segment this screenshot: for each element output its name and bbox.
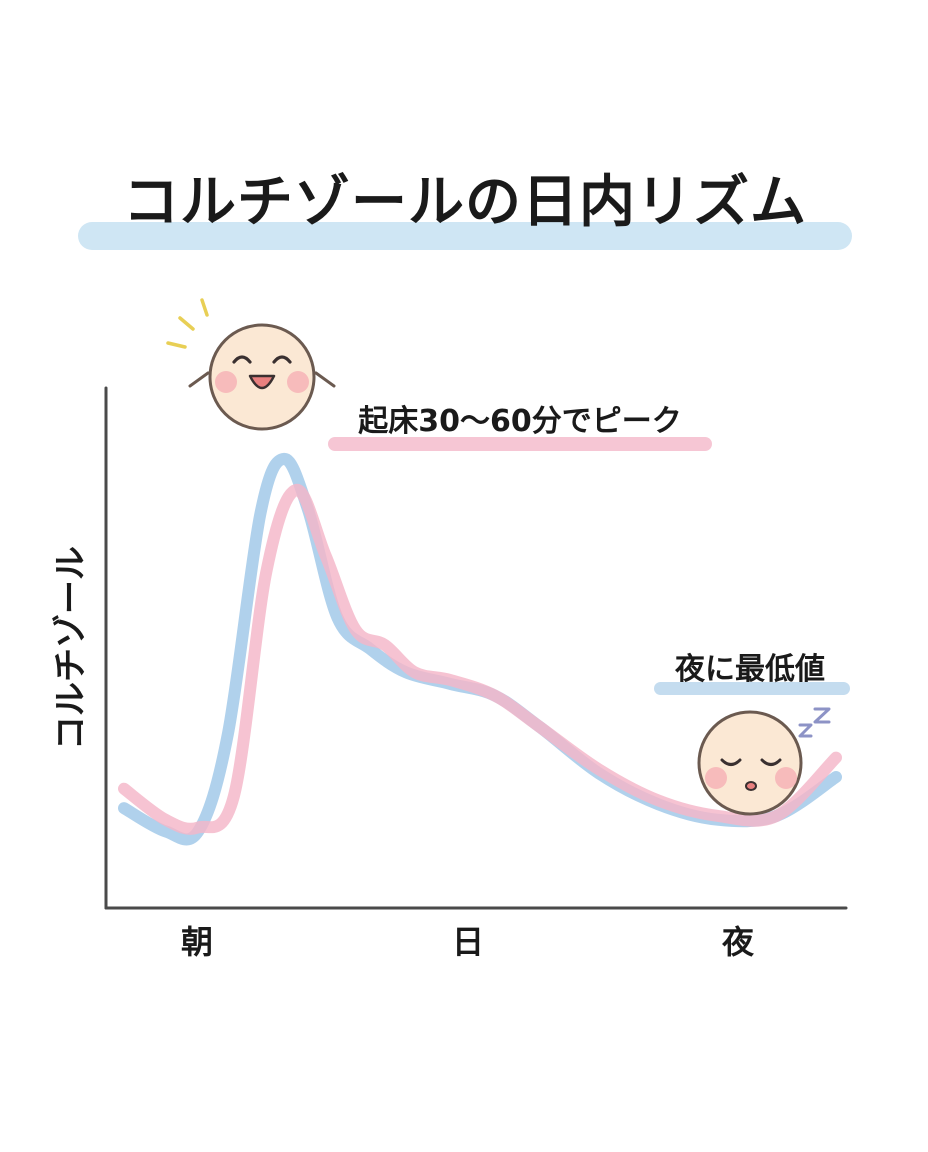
sparkle-icon [166, 298, 209, 349]
title-highlight [78, 222, 852, 250]
y-axis-label: コルチゾール [51, 546, 91, 750]
chart-title: コルチゾールの日内リズム [123, 170, 807, 235]
x-tick-label-night: 夜 [721, 923, 755, 961]
night-annotation: 夜に最低値 [674, 652, 825, 687]
happy-face-icon [188, 323, 336, 431]
x-tick-label-morning: 朝 [181, 923, 213, 961]
x-tick-label-day: 日 [452, 923, 484, 961]
night-annotation-highlight [654, 682, 850, 695]
sleeping-face-icon [697, 710, 803, 816]
peak-annotation-highlight [328, 437, 712, 451]
zz-icon [798, 707, 831, 738]
peak-annotation: 起床30〜60分でピーク [358, 404, 682, 439]
series-line-pink [118, 483, 842, 835]
